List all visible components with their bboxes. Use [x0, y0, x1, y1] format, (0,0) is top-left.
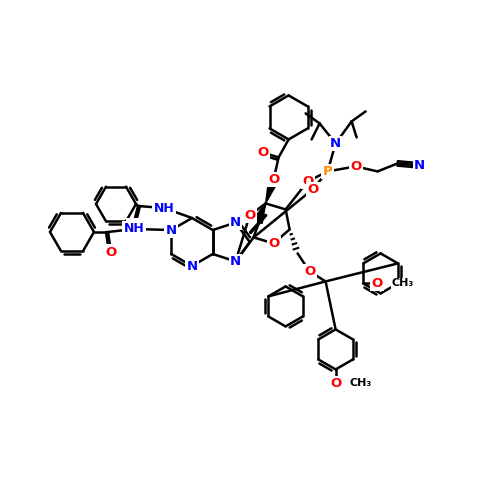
Text: N: N [330, 137, 341, 150]
Text: O: O [330, 377, 341, 390]
Text: O: O [307, 183, 318, 196]
Text: CH₃: CH₃ [350, 378, 372, 388]
Text: N: N [186, 260, 198, 272]
Text: O: O [106, 246, 117, 258]
Text: O: O [268, 237, 279, 250]
Text: N: N [230, 255, 241, 268]
Polygon shape [253, 204, 266, 224]
Text: O: O [268, 173, 279, 186]
Text: O: O [304, 265, 315, 278]
Text: CH₃: CH₃ [392, 278, 413, 288]
Text: NH: NH [124, 222, 144, 235]
Text: P: P [322, 165, 332, 178]
Text: N: N [230, 216, 241, 229]
Text: O: O [128, 220, 138, 232]
Text: O: O [244, 209, 255, 222]
Polygon shape [266, 178, 278, 204]
Text: NH: NH [154, 202, 174, 214]
Text: N: N [166, 224, 177, 236]
Text: O: O [302, 175, 313, 188]
Text: O: O [350, 160, 361, 173]
Text: N: N [414, 159, 425, 172]
Text: O: O [257, 146, 268, 159]
Text: O: O [372, 277, 383, 290]
